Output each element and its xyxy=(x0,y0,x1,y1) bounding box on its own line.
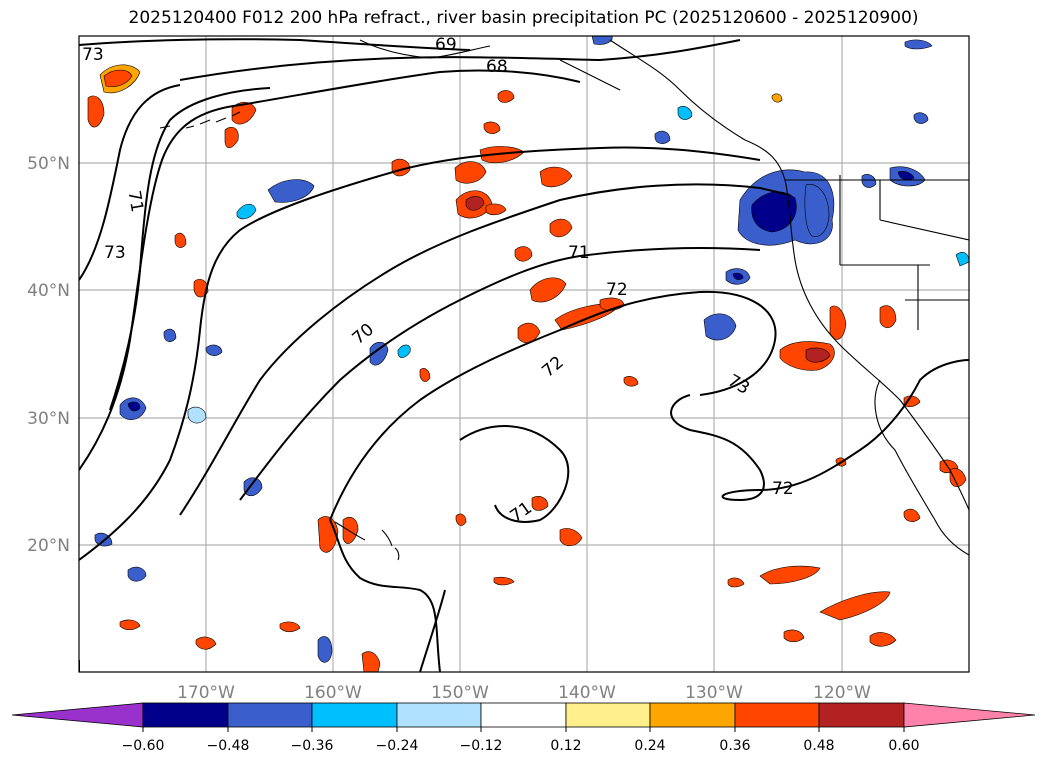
contour-label: 73 xyxy=(82,45,104,65)
colorbar-tick-label: −0.12 xyxy=(460,738,503,754)
colorbar-segment xyxy=(734,702,820,728)
map-title: 2025120400 F012 200 hPa refract., river … xyxy=(128,8,919,28)
colorbar-segment xyxy=(142,702,229,728)
contour-label: 72 xyxy=(606,280,628,300)
colorbar-tick-label: −0.60 xyxy=(122,738,165,754)
lat-tick-label: 50°N xyxy=(27,154,70,174)
colorbar xyxy=(11,702,1036,728)
contour-label: 72 xyxy=(772,479,794,499)
contour-label: 69 xyxy=(435,35,457,55)
colorbar-segment xyxy=(311,702,398,728)
colorbar-segment xyxy=(649,702,736,728)
colorbar-tick-marks xyxy=(142,727,905,732)
lon-tick-label: 160°W xyxy=(304,683,362,703)
lon-tick-label: 170°W xyxy=(177,683,235,703)
lat-tick-label: 20°N xyxy=(27,536,70,556)
colorbar-tick-label: −0.24 xyxy=(376,738,419,754)
lon-tick-label: 130°W xyxy=(685,683,743,703)
colorbar-segment xyxy=(227,702,313,728)
contour-label: 73 xyxy=(104,243,126,263)
colorbar-segment xyxy=(818,702,905,728)
colorbar-segment xyxy=(396,702,482,728)
longitude-tick-labels: 170°W 160°W 150°W 140°W 130°W 120°W xyxy=(177,683,871,703)
lat-tick-label: 30°N xyxy=(27,409,70,429)
colorbar-tick-label: 0.24 xyxy=(634,738,665,754)
lon-tick-label: 120°W xyxy=(813,683,871,703)
colorbar-segment xyxy=(11,702,144,728)
latitude-tick-labels: 20°N 30°N 40°N 50°N xyxy=(27,154,70,556)
lat-tick-label: 40°N xyxy=(27,281,70,301)
gridlines xyxy=(79,36,969,672)
colorbar-tick-label: 0.12 xyxy=(550,738,581,754)
lon-tick-label: 150°W xyxy=(431,683,489,703)
precip-negative-areas xyxy=(94,36,969,663)
colorbar-tick-label: 0.48 xyxy=(803,738,834,754)
colorbar-tick-label: −0.48 xyxy=(207,738,250,754)
colorbar-tick-label: 0.60 xyxy=(888,738,919,754)
colorbar-segment xyxy=(480,702,567,728)
colorbar-segment xyxy=(565,702,651,728)
lon-tick-label: 140°W xyxy=(558,683,616,703)
map-border xyxy=(78,35,970,673)
refractivity-contours xyxy=(79,38,969,672)
contour-label: 71 xyxy=(568,243,590,263)
colorbar-tick-label: −0.36 xyxy=(291,738,334,754)
colorbar-segment xyxy=(903,702,1036,728)
colorbar-tick-labels: −0.60 −0.48 −0.36 −0.24 −0.12 0.12 0.24 … xyxy=(122,738,920,754)
contour-label: 68 xyxy=(486,57,508,77)
contour-label: 71 xyxy=(123,189,146,214)
colorbar-tick-label: 0.36 xyxy=(719,738,750,754)
